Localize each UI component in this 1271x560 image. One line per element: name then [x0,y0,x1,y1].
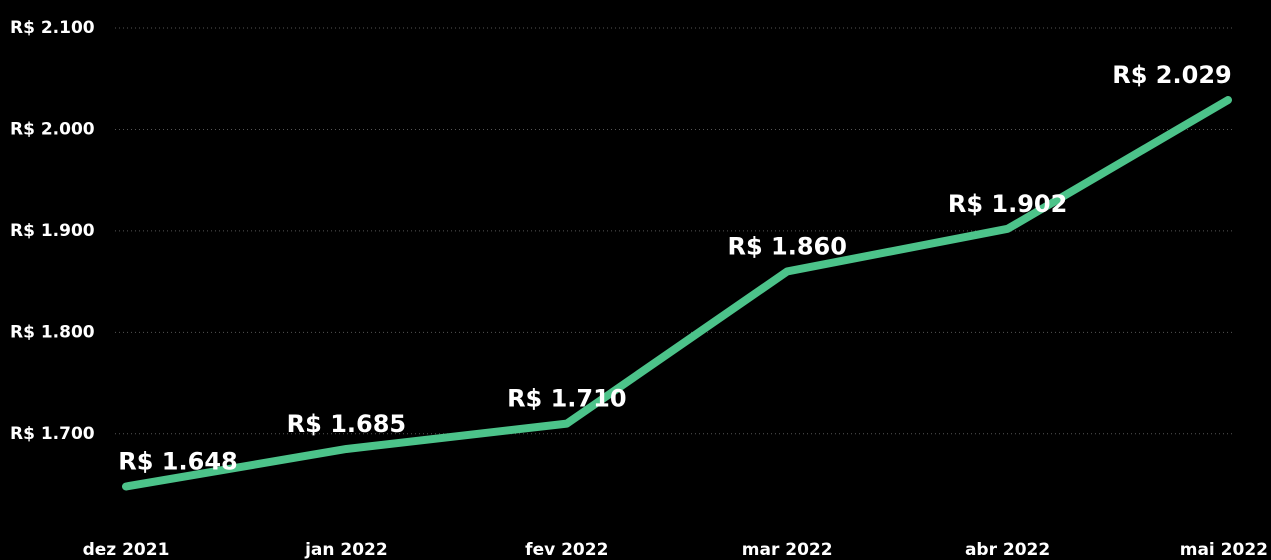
data-label: R$ 1.860 [727,232,846,260]
data-label: R$ 1.902 [948,190,1067,218]
data-label: R$ 2.029 [1112,61,1231,89]
y-tick-label: R$ 1.900 [10,221,95,241]
x-tick-label: mar 2022 [742,540,833,560]
y-tick-label: R$ 1.800 [10,322,95,342]
y-tick-label: R$ 2.000 [10,119,95,139]
x-tick-label: mai 2022 [1180,540,1268,560]
x-tick-label: fev 2022 [525,540,608,560]
data-label: R$ 1.685 [287,410,406,438]
y-tick-label: R$ 1.700 [10,424,95,444]
x-tick-label: jan 2022 [304,540,388,560]
data-label: R$ 1.648 [118,448,237,476]
y-tick-label: R$ 2.100 [10,18,95,38]
x-tick-label: dez 2021 [83,540,170,560]
line [122,96,1232,491]
data-label: R$ 1.710 [507,385,626,413]
x-tick-label: abr 2022 [965,540,1050,560]
